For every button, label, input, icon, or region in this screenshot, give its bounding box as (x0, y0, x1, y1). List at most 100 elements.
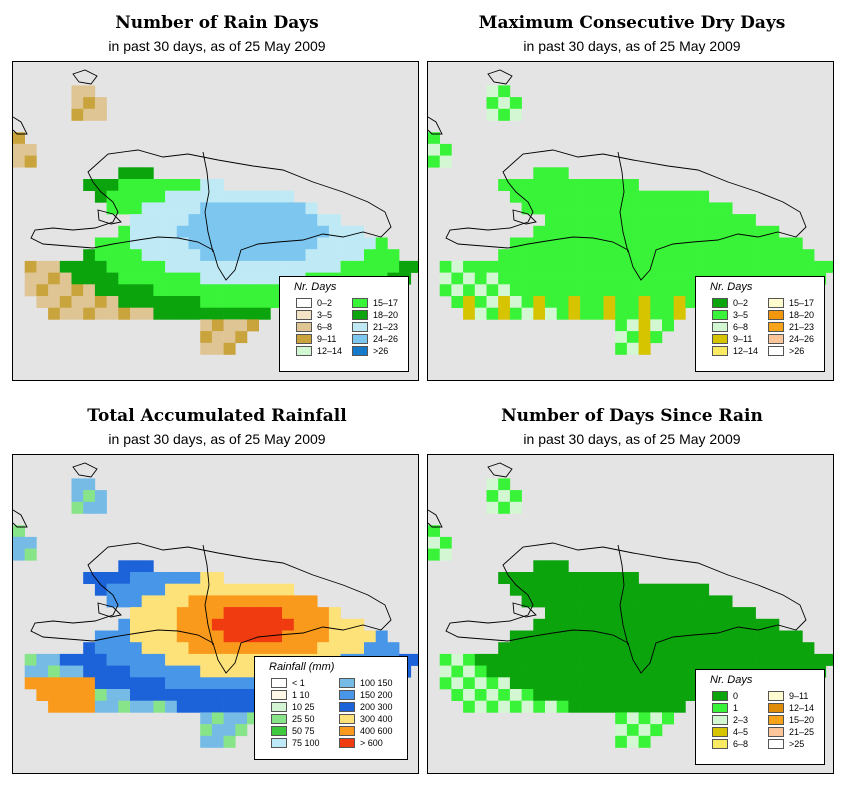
map-grid-cell (591, 642, 604, 655)
map-grid-cell (223, 225, 236, 238)
map-grid-cell (743, 237, 756, 250)
map-frame (12, 454, 419, 774)
map-grid-cell (708, 214, 721, 227)
map-grid-cell (94, 237, 107, 250)
legend-label: 12–14 (789, 703, 815, 713)
map-grid-cell (626, 700, 639, 713)
map-grid-cell (165, 296, 178, 308)
map-grid-cell (662, 677, 674, 690)
map-grid-cell (603, 260, 616, 273)
map-grid-cell (556, 202, 569, 215)
map-grid-cell (176, 237, 189, 250)
map-grid-cell (305, 249, 318, 262)
map-grid-cell (556, 307, 569, 320)
map-grid-cell (463, 284, 476, 297)
map-grid-cell (200, 583, 213, 596)
map-grid-cell (638, 202, 651, 215)
map-grid-cell (509, 249, 522, 262)
map-grid-cell (685, 296, 698, 308)
map-grid-cell (556, 560, 569, 573)
map-grid-cell (141, 214, 154, 227)
map-grid-cell (545, 642, 557, 655)
legend-label: 3–5 (733, 310, 749, 320)
map-grid-cell (317, 225, 330, 238)
map-grid-cell (130, 700, 142, 713)
map-grid-cell (141, 607, 154, 620)
map-grid-cell (662, 712, 674, 725)
map-grid-cell (533, 284, 546, 297)
map-grid-cell (24, 536, 37, 549)
panel-title: Maximum Consecutive Dry Days (478, 13, 786, 33)
legend-label: 9–11 (317, 334, 337, 344)
map-grid-cell (153, 642, 166, 655)
map-grid-cell (364, 237, 376, 250)
map-grid-cell (211, 618, 224, 631)
map-grid-cell (428, 536, 440, 549)
map-grid-cell (258, 214, 271, 227)
map-grid-cell (556, 572, 569, 584)
map-grid-cell (790, 653, 803, 666)
map-grid-cell (615, 712, 628, 725)
map-grid-cell (580, 583, 593, 596)
map-grid-cell (188, 630, 201, 643)
map-grid-cell (673, 225, 686, 238)
map-grid-cell (603, 307, 616, 320)
map-grid-cell (580, 642, 593, 655)
map-grid-cell (626, 630, 639, 643)
map-grid-cell (165, 689, 178, 701)
map-grid-cell (720, 653, 733, 666)
map-legend: Nr. Days 0–2 3–5 6–8 9–11 12–14 15–17 18–20 21–… (279, 276, 409, 372)
map-grid-cell (615, 735, 628, 748)
map-grid-cell (71, 97, 84, 110)
map-grid-cell (247, 284, 259, 297)
map-grid-cell (106, 595, 119, 608)
legend-label: >26 (789, 346, 805, 356)
map-grid-cell (94, 501, 107, 514)
map-grid-cell (545, 653, 557, 666)
map-grid-cell (486, 689, 499, 701)
map-grid-cell (556, 167, 569, 180)
map-grid-cell (24, 548, 37, 561)
map-grid-cell (743, 249, 756, 262)
coastline (617, 151, 629, 253)
map-grid-cell (153, 202, 166, 215)
map-grid-cell (48, 260, 61, 273)
map-grid-cell (650, 665, 663, 678)
map-grid-cell (118, 689, 131, 701)
map-grid-cell (188, 572, 201, 584)
map-grid-cell (556, 272, 569, 285)
map-grid-cell (650, 653, 663, 666)
map-grid-cell (247, 607, 259, 620)
map-grid-cell (211, 296, 224, 308)
map-grid-cell (282, 260, 295, 273)
map-grid-cell (533, 260, 546, 273)
map-grid-cell (130, 572, 142, 584)
map-grid-cell (545, 296, 557, 308)
map-grid-cell (176, 618, 189, 631)
legend-label: 0–2 (733, 298, 749, 308)
map-grid-cell (317, 260, 330, 273)
map-grid-cell (685, 190, 698, 203)
map-grid-cell (626, 284, 639, 297)
map-grid-cell (375, 642, 388, 655)
coastline-layer (428, 462, 807, 674)
map-grid-cell (638, 249, 651, 262)
map-grid-cell (533, 583, 546, 596)
map-grid-cell (71, 307, 84, 320)
map-grid-cell (118, 700, 131, 713)
map-grid-cell (94, 653, 107, 666)
map-grid-cell (708, 618, 721, 631)
map-grid-cell (211, 190, 224, 203)
map-grid-cell (509, 108, 522, 121)
map-grid-cell (165, 700, 178, 713)
map-grid-cell (580, 296, 593, 308)
map-grid-cell (94, 689, 107, 701)
map-grid-cell (106, 237, 119, 250)
map-grid-cell (223, 237, 236, 250)
map-grid-cell (83, 689, 96, 701)
map-grid-cell (235, 700, 248, 713)
map-grid-cell (24, 677, 37, 690)
map-grid-cell (247, 214, 259, 227)
map-grid-cell (317, 607, 330, 620)
map-grid-cell (211, 735, 224, 748)
